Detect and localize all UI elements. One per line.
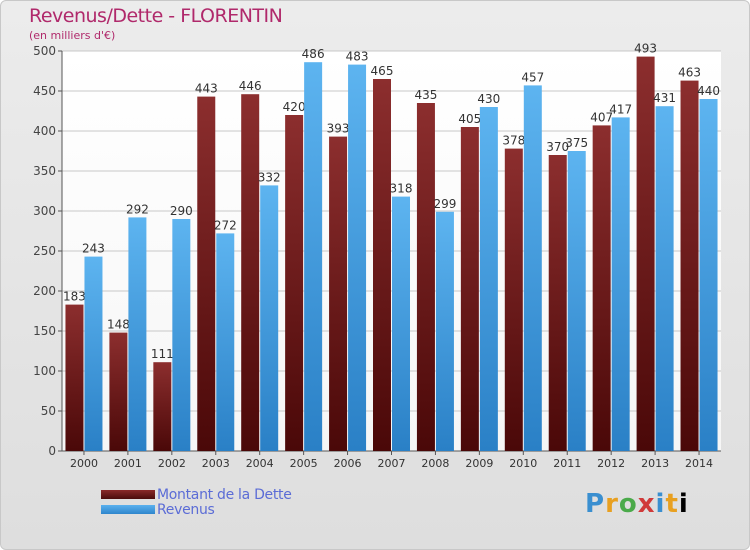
bar-revenue-2003 — [216, 233, 235, 451]
bar-revenue-2009 — [479, 107, 498, 451]
bar-revenue-2000 — [84, 256, 103, 451]
data-label-debt-2003: 443 — [195, 82, 218, 96]
x-tick-label-2005: 2005 — [290, 457, 318, 470]
data-label-debt-2013: 493 — [634, 42, 657, 56]
data-label-debt-2010: 378 — [502, 134, 525, 148]
bar-revenue-2006 — [348, 64, 367, 451]
data-label-revenue-2008: 299 — [433, 197, 456, 211]
data-label-revenue-2001: 292 — [126, 202, 149, 216]
bar-debt-2014 — [680, 80, 699, 451]
chart-subtitle: (en milliers d'€) — [29, 29, 116, 42]
x-tick-label-2008: 2008 — [421, 457, 449, 470]
data-label-revenue-2004: 332 — [258, 170, 281, 184]
x-tick-label-2000: 2000 — [70, 457, 98, 470]
data-label-debt-2014: 463 — [678, 66, 701, 80]
bar-revenue-2012 — [611, 117, 630, 452]
x-tick-label-2001: 2001 — [114, 457, 142, 470]
x-tick-label-2004: 2004 — [246, 457, 274, 470]
legend: Montant de la Dette Revenus — [101, 486, 292, 518]
bar-debt-2013 — [636, 56, 655, 451]
x-tick-label-2012: 2012 — [597, 457, 625, 470]
x-tick-label-2010: 2010 — [509, 457, 537, 470]
bar-debt-2009 — [460, 127, 479, 451]
y-tick-label: 500 — [33, 44, 56, 58]
x-tick-label-2003: 2003 — [202, 457, 230, 470]
data-label-debt-2009: 405 — [458, 112, 481, 126]
data-label-revenue-2007: 318 — [390, 182, 413, 196]
data-label-debt-2008: 435 — [414, 88, 437, 102]
data-label-revenue-2009: 430 — [477, 92, 500, 106]
x-tick-label-2007: 2007 — [378, 457, 406, 470]
y-tick-label: 200 — [33, 284, 56, 298]
x-tick-label-2014: 2014 — [685, 457, 713, 470]
bar-debt-2001 — [109, 332, 128, 451]
data-label-revenue-2014: 440 — [697, 84, 720, 98]
y-tick-label: 100 — [33, 364, 56, 378]
y-tick-label: 250 — [33, 244, 56, 258]
bar-debt-2011 — [548, 155, 567, 451]
chart-title: Revenus/Dette - FLORENTIN — [29, 5, 283, 27]
bar-revenue-2013 — [655, 106, 674, 451]
data-label-revenue-2005: 486 — [302, 47, 325, 61]
x-tick-label-2011: 2011 — [553, 457, 581, 470]
data-label-debt-2000: 183 — [63, 290, 86, 304]
bar-debt-2008 — [416, 103, 435, 451]
data-label-debt-2002: 111 — [151, 347, 174, 361]
y-tick-label: 300 — [33, 204, 56, 218]
bar-revenue-2004 — [260, 185, 279, 451]
proxiti-logo: Proxiti — [585, 489, 689, 519]
bar-revenue-2010 — [523, 85, 542, 452]
bar-debt-2005 — [285, 115, 304, 451]
data-label-revenue-2013: 431 — [653, 91, 676, 105]
data-label-debt-2012: 407 — [590, 110, 613, 124]
data-label-revenue-2002: 290 — [170, 204, 193, 218]
bar-revenue-2002 — [172, 219, 191, 451]
data-label-revenue-2006: 483 — [346, 50, 369, 64]
legend-swatch-revenue — [101, 505, 155, 514]
data-label-debt-2007: 465 — [371, 64, 394, 78]
y-tick-label: 50 — [41, 404, 56, 418]
bar-debt-2006 — [329, 136, 348, 451]
bar-revenue-2007 — [392, 196, 410, 451]
data-label-debt-2001: 148 — [107, 318, 130, 332]
legend-swatch-debt — [101, 490, 155, 499]
y-tick-label: 450 — [33, 84, 56, 98]
y-tick-label: 350 — [33, 164, 56, 178]
data-label-revenue-2012: 417 — [609, 102, 632, 116]
bar-debt-2012 — [592, 125, 611, 452]
bar-debt-2002 — [153, 362, 172, 451]
data-label-debt-2004: 446 — [239, 79, 262, 93]
data-label-revenue-2003: 272 — [214, 218, 237, 232]
y-tick-label: 150 — [33, 324, 56, 338]
legend-item-debt: Montant de la Dette — [101, 486, 292, 503]
bar-debt-2000 — [65, 304, 84, 451]
bar-revenue-2014 — [699, 99, 718, 451]
legend-label-revenue: Revenus — [157, 501, 215, 518]
x-tick-label-2002: 2002 — [158, 457, 186, 470]
y-tick-label: 400 — [33, 124, 56, 138]
bar-debt-2004 — [241, 94, 260, 451]
data-label-revenue-2010: 457 — [521, 70, 544, 84]
data-label-revenue-2000: 243 — [82, 242, 105, 256]
bar-revenue-2001 — [128, 217, 147, 451]
x-tick-label-2006: 2006 — [334, 457, 362, 470]
data-label-debt-2005: 420 — [283, 100, 306, 114]
data-label-revenue-2011: 375 — [565, 136, 588, 150]
bar-debt-2007 — [373, 79, 391, 451]
bar-revenue-2011 — [567, 151, 586, 451]
x-tick-label-2013: 2013 — [641, 457, 669, 470]
bar-revenue-2008 — [435, 211, 454, 451]
legend-item-revenue: Revenus — [101, 501, 292, 518]
bar-debt-2003 — [197, 96, 216, 451]
x-tick-label-2009: 2009 — [465, 457, 493, 470]
bar-debt-2010 — [504, 148, 523, 451]
bar-revenue-2005 — [304, 62, 323, 451]
data-label-debt-2006: 393 — [327, 122, 350, 136]
data-label-debt-2011: 370 — [546, 140, 569, 154]
y-tick-label: 0 — [48, 444, 56, 458]
legend-label-debt: Montant de la Dette — [157, 486, 292, 503]
